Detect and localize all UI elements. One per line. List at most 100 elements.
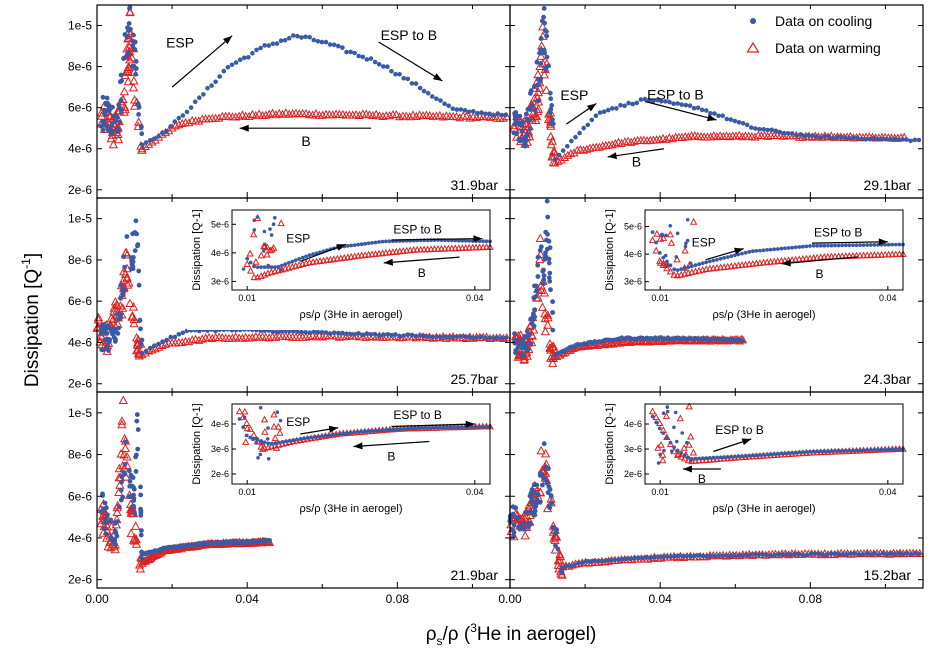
inset-x-tick-label: 0.04 bbox=[466, 293, 484, 303]
cooling-point bbox=[430, 334, 435, 340]
inset-cooling-point bbox=[258, 405, 263, 410]
inset-cooling-point bbox=[661, 411, 666, 416]
inset-warming-point bbox=[663, 264, 671, 272]
cooling-point bbox=[315, 39, 321, 44]
inset-arrow-label: ESP to B bbox=[715, 423, 763, 437]
cooling-point bbox=[777, 129, 783, 135]
warming-point bbox=[130, 536, 140, 545]
inset-cooling-point bbox=[269, 441, 274, 446]
cooling-point bbox=[550, 310, 555, 315]
cooling-point bbox=[683, 102, 689, 108]
cooling-point bbox=[282, 37, 288, 43]
cooling-point bbox=[319, 39, 325, 45]
main-arrow-label: B bbox=[301, 133, 310, 149]
cooling-point bbox=[118, 283, 124, 288]
inset-cooling-point bbox=[391, 427, 396, 432]
inset-warming-point bbox=[870, 251, 879, 258]
cooling-point bbox=[515, 338, 520, 343]
cooling-point bbox=[818, 135, 824, 140]
inset-arrow-label: B bbox=[387, 450, 395, 464]
inset-cooling-point bbox=[668, 440, 673, 445]
warming-point bbox=[534, 83, 545, 92]
cooling-point bbox=[364, 57, 370, 62]
inset-cooling-point bbox=[783, 246, 787, 251]
cooling-point bbox=[655, 97, 660, 103]
cooling-point bbox=[552, 157, 558, 162]
inset-cooling-point bbox=[384, 428, 389, 432]
inset-cooling-point bbox=[259, 439, 263, 443]
cooling-point bbox=[692, 553, 697, 559]
inset-arrow-line bbox=[811, 241, 888, 244]
inset-cooling-point bbox=[266, 457, 271, 461]
cooling-point bbox=[434, 96, 439, 101]
warming-point bbox=[132, 345, 142, 355]
cooling-point bbox=[104, 95, 110, 101]
inset-cooling-point bbox=[768, 247, 773, 252]
cooling-point bbox=[119, 474, 125, 480]
cooling-point bbox=[331, 42, 337, 48]
cooling-point bbox=[303, 34, 308, 40]
cooling-point bbox=[564, 563, 569, 569]
warming-point bbox=[617, 337, 627, 347]
cooling-point bbox=[258, 45, 263, 51]
inset-cooling-point bbox=[879, 447, 884, 452]
cooling-point bbox=[612, 557, 617, 562]
inset-cooling-point bbox=[858, 243, 862, 248]
warming-point bbox=[311, 332, 321, 341]
inset-cooling-point bbox=[650, 414, 655, 419]
y-tick-label: 2e-6 bbox=[68, 573, 92, 587]
cooling-point bbox=[348, 49, 353, 55]
inset-cooling-point bbox=[293, 258, 298, 263]
warming-point bbox=[563, 150, 573, 159]
cooling-point bbox=[274, 329, 280, 335]
cooling-point bbox=[385, 332, 390, 337]
inset-cooling-point bbox=[826, 243, 830, 248]
cooling-point bbox=[772, 552, 778, 558]
inset-cooling-point bbox=[237, 417, 242, 421]
inset-y-tick-label: 4e-6 bbox=[624, 419, 642, 429]
cooling-point bbox=[526, 525, 531, 530]
inset-y-title: Dissipation [Q-1] bbox=[604, 403, 616, 484]
cooling-point bbox=[98, 509, 104, 514]
warming-point bbox=[548, 358, 558, 367]
cooling-point bbox=[814, 134, 819, 139]
cooling-point bbox=[883, 136, 889, 142]
inset-cooling-point bbox=[359, 429, 364, 434]
cooling-point bbox=[560, 565, 565, 570]
pressure-label: 24.3bar bbox=[864, 371, 912, 387]
warming-point bbox=[271, 332, 281, 341]
cooling-point bbox=[780, 552, 786, 557]
inset-21.9bar: 2e-6 3e-6 4e-6 0.01 0.04 Dissipation [Q-1] ρs/… bbox=[187, 396, 497, 524]
cooling-point bbox=[879, 136, 885, 142]
cooling-point bbox=[760, 552, 766, 557]
inset-warming-point bbox=[659, 456, 667, 464]
inset-warming-point bbox=[688, 457, 696, 465]
cooling-point bbox=[139, 556, 145, 561]
inset-y-title-text: Dissipation [Q-1] bbox=[191, 209, 203, 290]
cooling-point bbox=[122, 264, 127, 270]
cooling-point bbox=[116, 102, 122, 108]
cooling-point bbox=[393, 71, 398, 77]
cooling-point bbox=[838, 135, 844, 140]
cooling-point bbox=[650, 99, 656, 104]
cooling-point bbox=[534, 288, 540, 294]
inset-cooling-point bbox=[815, 243, 819, 248]
cooling-point bbox=[534, 59, 540, 65]
main-arrow-line bbox=[607, 148, 665, 158]
inset-cooling-point bbox=[380, 428, 385, 433]
inset-cooling-point bbox=[355, 430, 360, 434]
y-tick-label: 1e-5 bbox=[68, 212, 92, 226]
inset-cooling-point bbox=[697, 262, 701, 267]
inset-y-title: Dissipation [Q-1] bbox=[604, 209, 616, 290]
cooling-point bbox=[740, 338, 746, 344]
cooling-point bbox=[102, 500, 108, 506]
inset-cooling-point bbox=[754, 249, 759, 253]
cooling-point bbox=[152, 136, 157, 141]
warming-point bbox=[529, 324, 539, 334]
cooling-point bbox=[299, 329, 304, 335]
inset-cooling-point bbox=[481, 239, 485, 244]
inset-cooling-point bbox=[847, 243, 852, 248]
inset-cooling-point bbox=[654, 240, 659, 245]
cooling-point bbox=[122, 32, 128, 37]
cooling-point bbox=[307, 330, 313, 336]
